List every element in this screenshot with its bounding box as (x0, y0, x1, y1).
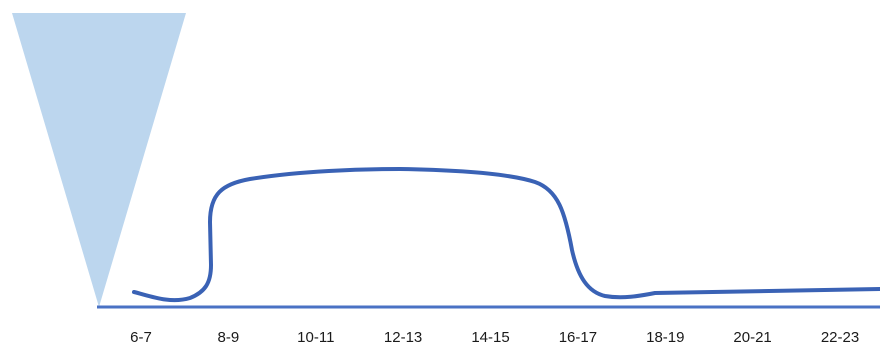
x-tick-label: 10-11 (297, 329, 334, 343)
x-tick-label: 16-17 (559, 329, 597, 343)
x-tick-label: 6-7 (130, 329, 152, 343)
x-tick-label: 12-13 (384, 329, 422, 343)
x-tick-label: 8-9 (218, 329, 240, 343)
x-tick-label: 14-15 (471, 329, 509, 343)
x-axis-tick-labels: 6-7 8-9 10-11 12-13 14-15 16-17 18-19 20-21 22-2… (130, 329, 859, 343)
x-tick-label: 22-23 (821, 329, 859, 343)
x-tick-label: 20-21 (733, 329, 771, 343)
activity-curve (132, 167, 880, 303)
funnel-triangle (12, 13, 186, 307)
x-tick-label: 18-19 (646, 329, 684, 343)
